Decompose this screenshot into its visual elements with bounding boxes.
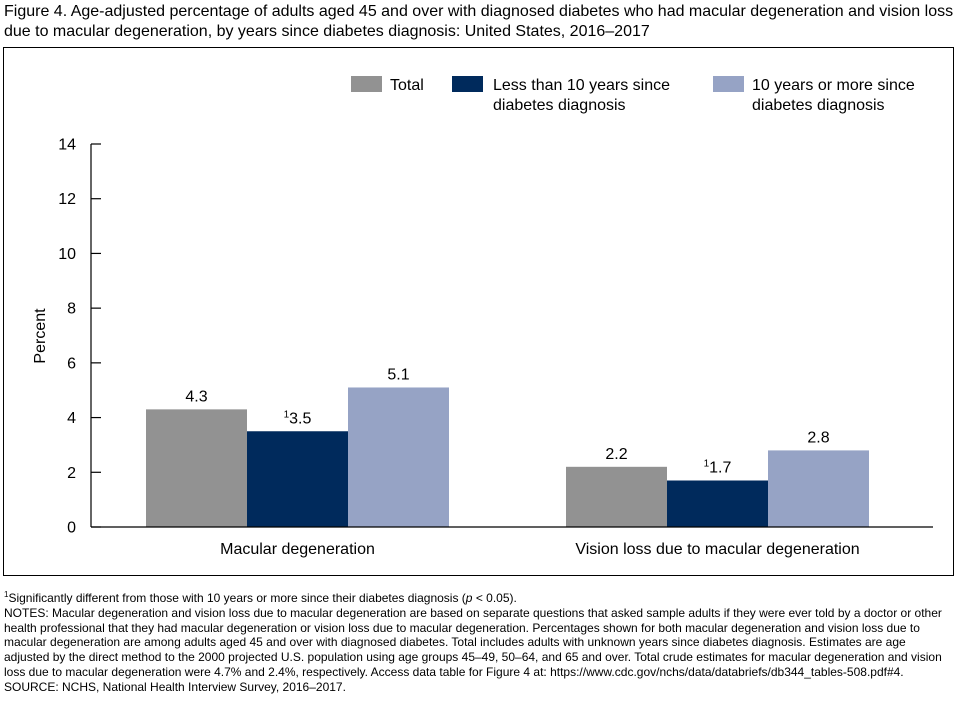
legend-swatch [351,76,382,92]
y-tick-label: 12 [58,191,76,208]
source-text: SOURCE: NCHS, National Health Interview … [4,679,346,694]
y-axis-title: Percent [32,308,49,364]
y-tick-label: 6 [67,355,76,372]
legend-swatch [452,76,483,92]
bar-less-than-10-macular-degeneration [247,431,348,527]
legend-swatch [713,76,744,92]
bar-value-label: 11.7 [704,458,732,476]
footnote: 1Significantly different from those with… [4,591,954,606]
y-tick-label: 14 [58,137,76,154]
bar-total-vision-loss-due-to-macular-degeneration [566,466,667,527]
footnote-p: p [465,591,473,605]
bar-less-than-10-vision-loss-due-to-macular-degeneration [667,480,768,527]
bar-10-years-or-vision-loss-due-to-macular-degeneration [768,450,869,527]
bar-value-label: 2.8 [807,429,829,446]
footnote-mark: 1 [284,409,290,420]
notes: 1Significantly different from those with… [4,591,954,695]
footnote-mark: 1 [704,458,710,469]
legend-label: diabetes diagnosis [752,97,885,114]
legend-label: diabetes diagnosis [493,97,626,114]
y-axis: 0 2 4 6 8 10 12 14 Percent [32,137,101,537]
bar-10-years-or-macular-degeneration [348,387,449,527]
x-category-label: Vision loss due to macular degeneration [575,541,859,558]
y-tick-label: 4 [67,410,76,427]
chart-frame [3,47,954,576]
footnote-text-before: Significantly different from those with … [8,591,466,605]
notes-text: NOTES: Macular degeneration and vision l… [4,605,942,679]
legend-label: 10 years or more since [752,77,915,94]
bar-value-text: 1.7 [709,459,731,476]
bar-value-text: 3.5 [289,410,311,427]
y-tick-label: 2 [67,465,76,482]
legend-label: Less than 10 years since [493,77,670,94]
bar-value-label: 4.3 [185,388,207,405]
bar-value-label: 2.2 [605,446,627,463]
x-axis: Macular degeneration Vision loss due to m… [91,526,933,558]
bar-value-label: 13.5 [284,409,312,427]
bars [146,387,869,527]
bar-labels: 4.313.55.12.211.72.8 [185,366,829,476]
y-tick-label: 10 [58,246,76,263]
footnote-text-after: < 0.05). [472,591,517,605]
y-tick-label: 8 [67,301,76,318]
x-category-label: Macular degeneration [220,541,375,558]
footnote-mark: 1 [4,590,9,599]
y-tick-label: 0 [67,520,76,537]
bar-value-label: 5.1 [387,366,409,383]
legend: Total Less than 10 years since diabetes di… [351,76,915,114]
figure-title: Figure 4. Age-adjusted percentage of adu… [4,3,954,40]
bar-total-macular-degeneration [146,409,247,527]
legend-label: Total [390,77,424,94]
